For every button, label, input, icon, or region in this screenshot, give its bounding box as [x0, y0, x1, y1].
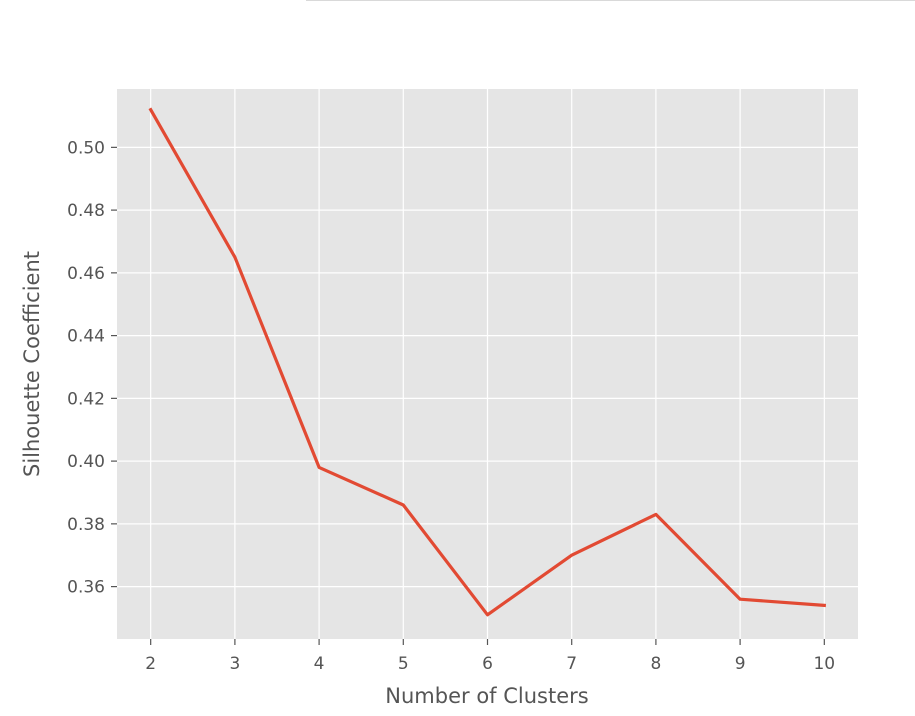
- top-divider-line: [306, 0, 915, 1]
- x-tick-label: 7: [566, 654, 577, 674]
- x-tick-label: 6: [482, 654, 493, 674]
- y-tick-label: 0.36: [67, 578, 105, 598]
- x-tick-label: 4: [314, 654, 325, 674]
- x-tick-label: 5: [398, 654, 409, 674]
- y-axis-label: Silhouette Coefficient: [20, 251, 44, 477]
- x-tick-label: 10: [813, 654, 835, 674]
- y-tick-label: 0.48: [67, 201, 105, 221]
- y-tick-label: 0.44: [67, 327, 105, 347]
- y-tick-label: 0.40: [67, 452, 105, 472]
- x-tick-label: 2: [145, 654, 156, 674]
- axis-ticks: 2 3 4 5 6 7 8 9 10 0.36 0.38 0.40 0.42 0.44 0.46 0.48 0.…: [67, 138, 835, 674]
- y-tick-label: 0.42: [67, 389, 105, 409]
- x-tick-label: 3: [229, 654, 240, 674]
- x-tick-label: 9: [735, 654, 746, 674]
- x-tick-label: 8: [650, 654, 661, 674]
- x-axis-label: Number of Clusters: [385, 684, 588, 708]
- y-tick-label: 0.50: [67, 138, 105, 158]
- y-tick-label: 0.38: [67, 515, 105, 535]
- y-tick-label: 0.46: [67, 264, 105, 284]
